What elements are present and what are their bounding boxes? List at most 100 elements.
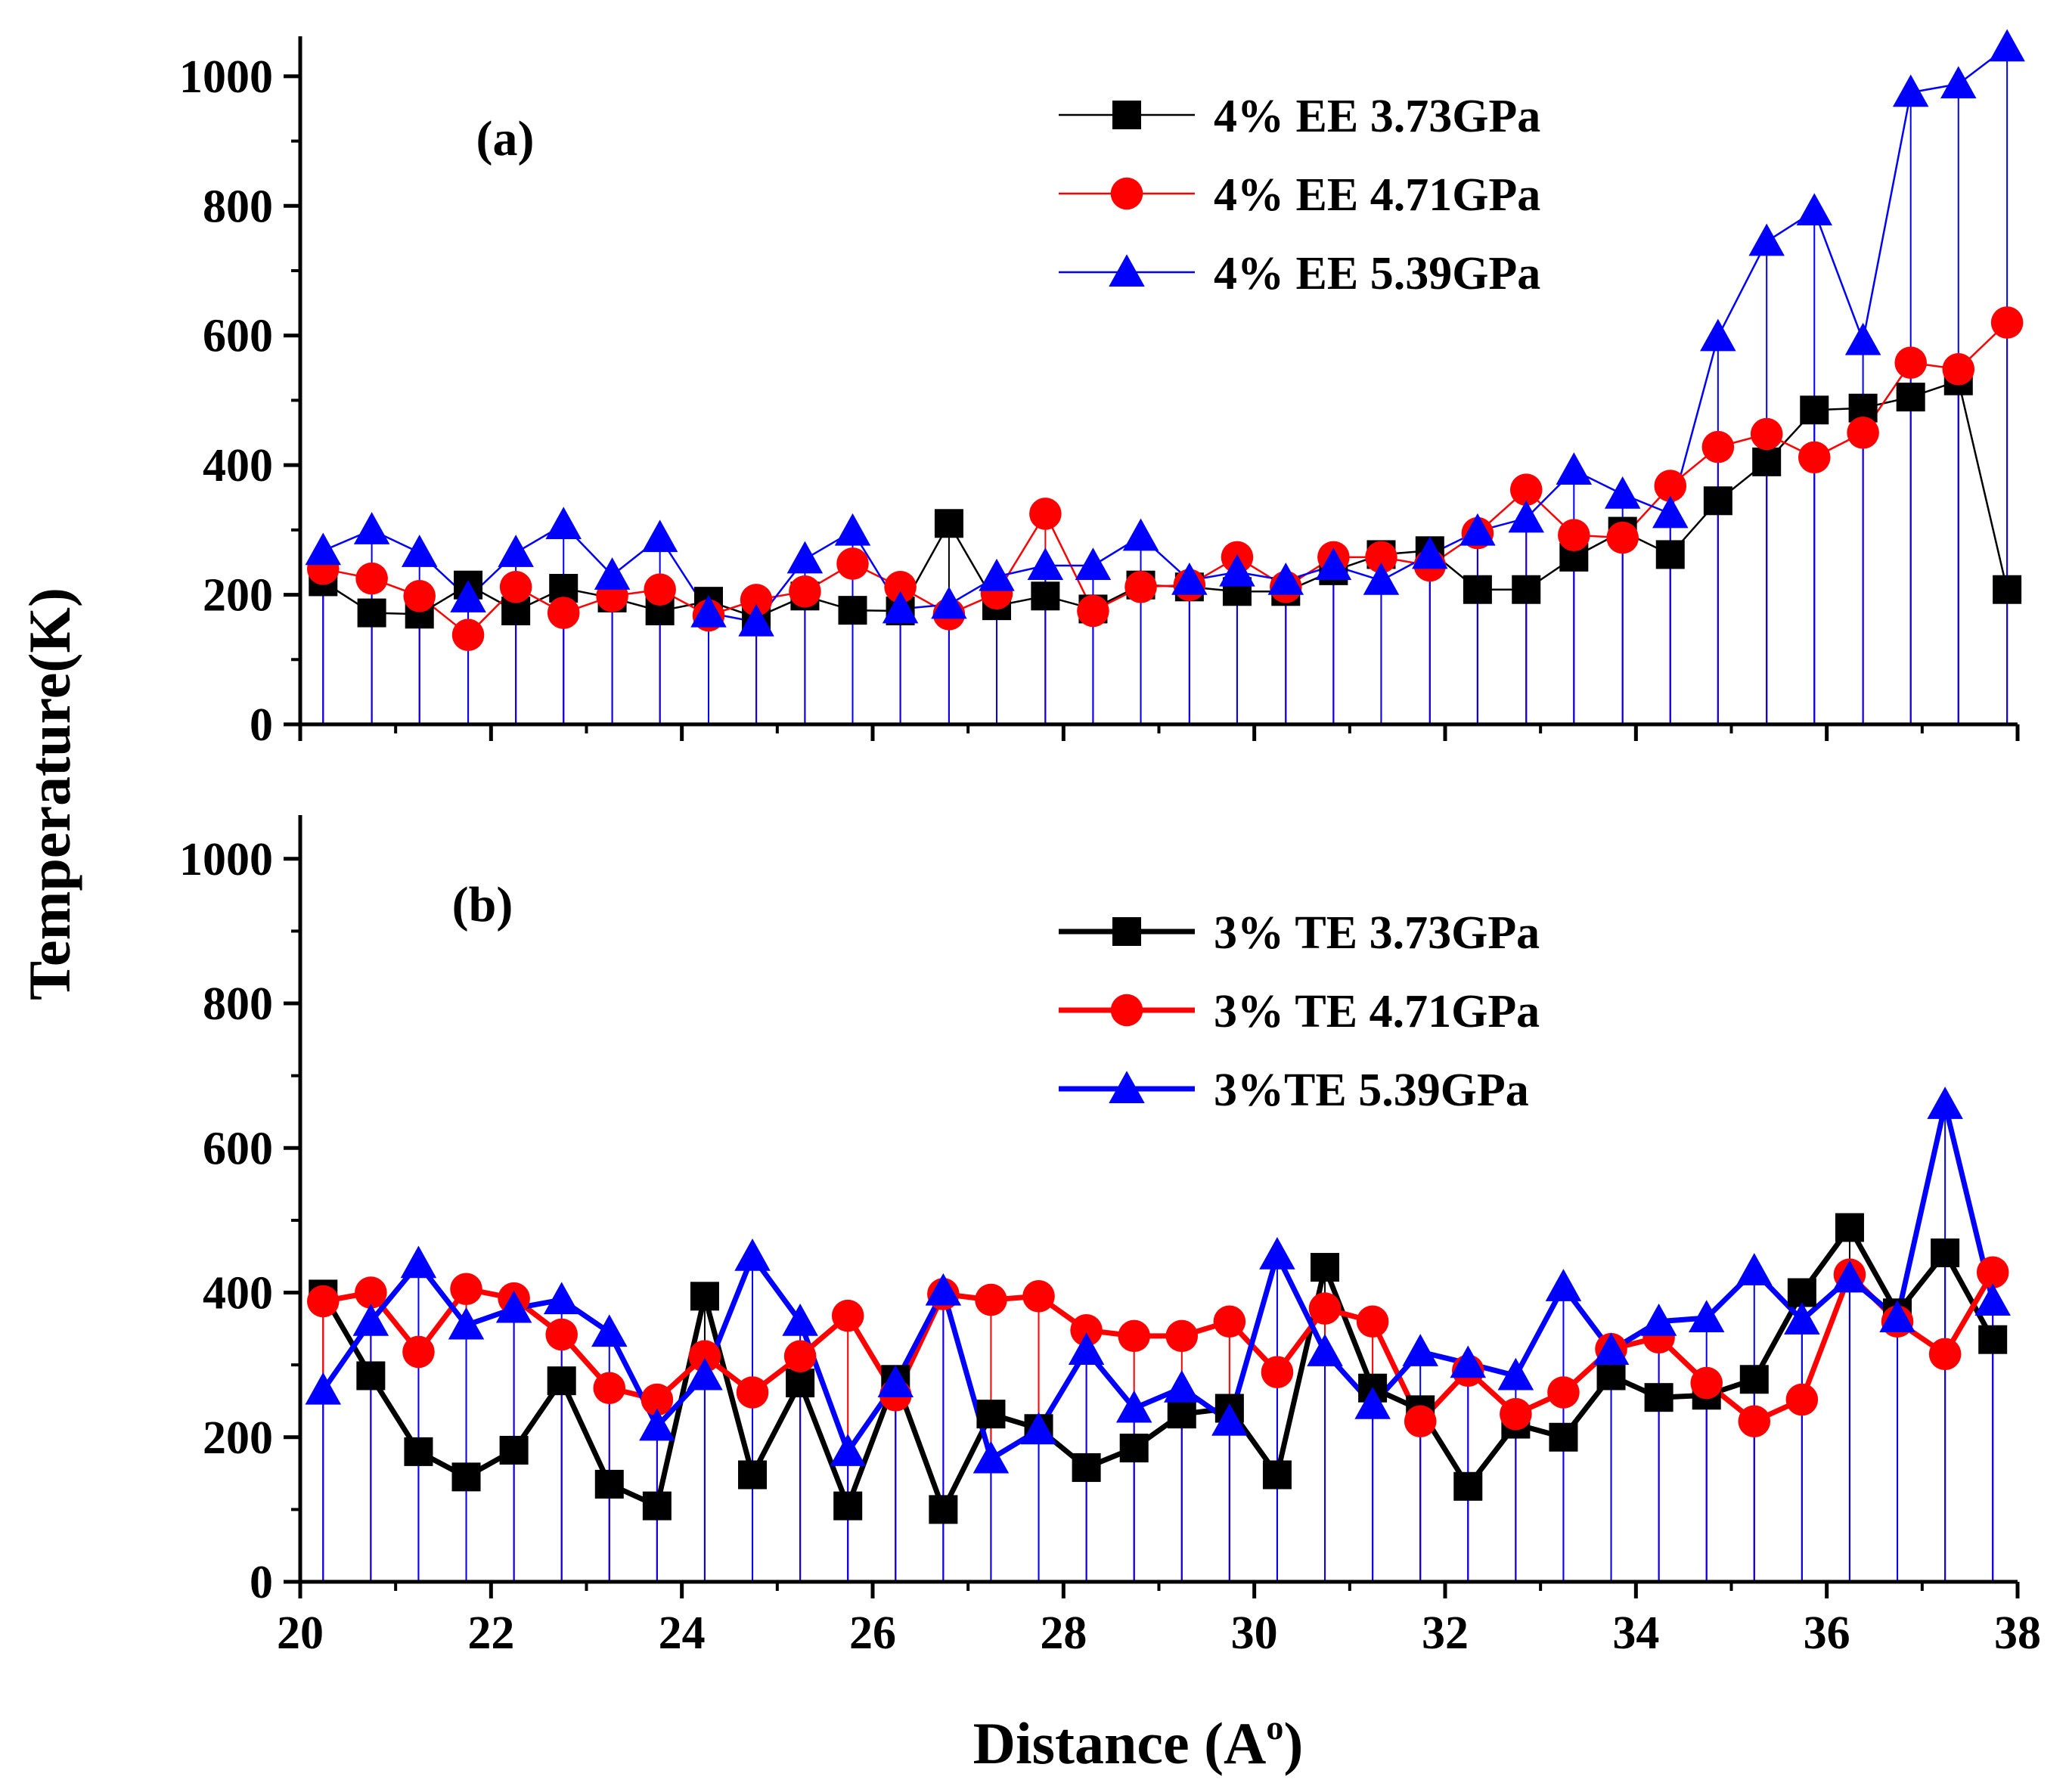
marker-a-s2-29: [1700, 318, 1736, 352]
marker-a-s2-13: [931, 586, 967, 619]
marker-b-s0-10: [786, 1369, 815, 1398]
series-line-b-2: [321, 1102, 1996, 1462]
legend-label-b-1: 3% TE 4.71GPa: [1214, 986, 1540, 1037]
marker-b-s1-30: [1738, 1405, 1771, 1438]
marker-b-s1-22: [1356, 1305, 1389, 1338]
marker-b-s2-13: [925, 1273, 962, 1306]
marker-a-s1-33: [1894, 346, 1927, 379]
marker-b-s2-8: [687, 1357, 723, 1391]
marker-b-s2-22: [1354, 1386, 1391, 1419]
marker-b-s1-10: [783, 1340, 817, 1372]
marker-b-s2-27: [1593, 1332, 1630, 1366]
marker-b-s1-9: [736, 1376, 769, 1409]
marker-b-s2-32: [1832, 1260, 1868, 1293]
marker-a-s2-2: [401, 535, 438, 567]
marker-a-s2-15: [1027, 547, 1064, 580]
marker-a-s0-35: [1993, 575, 2022, 604]
x-tick-label-b-9: 38: [1994, 1608, 2041, 1659]
marker-a-s1-27: [1606, 521, 1639, 554]
marker-b-s2-19: [1211, 1403, 1248, 1436]
marker-b-s1-26: [1547, 1376, 1580, 1409]
marker-a-s2-12: [882, 591, 919, 624]
marker-a-s2-4: [498, 535, 534, 567]
marker-a-s1-5: [547, 597, 580, 629]
plot-area-b: [305, 1087, 2011, 1582]
marker-b-s2-10: [782, 1304, 818, 1336]
x-tick-label-b-7: 34: [1612, 1608, 1659, 1659]
marker-b-s1-16: [1070, 1313, 1103, 1347]
marker-b-s0-5: [547, 1366, 576, 1396]
legend-marker-b-2: [1109, 1071, 1145, 1103]
marker-a-s0-13: [934, 509, 963, 538]
legend-label-a-2: 4% EE 5.39GPa: [1214, 248, 1540, 299]
y-tick-label-a-0: 0: [250, 699, 273, 751]
y-tick-label-a-5: 1000: [179, 51, 273, 103]
marker-a-s2-35: [1989, 29, 2025, 62]
marker-a-s0-31: [1800, 395, 1829, 425]
marker-b-s1-23: [1404, 1405, 1437, 1438]
marker-a-s1-9: [740, 584, 773, 616]
marker-b-s1-19: [1213, 1305, 1246, 1338]
marker-b-s0-35: [1978, 1325, 2008, 1354]
marker-b-s2-35: [1974, 1283, 2011, 1316]
marker-a-s0-25: [1512, 575, 1541, 604]
marker-a-s1-30: [1750, 417, 1783, 451]
marker-b-s1-17: [1118, 1319, 1150, 1353]
x-tick-label-b-1: 22: [467, 1608, 514, 1659]
y-tick-label-a-3: 600: [203, 311, 273, 362]
x-tick-label-b-0: 20: [277, 1608, 324, 1659]
marker-b-s0-4: [499, 1435, 529, 1465]
marker-a-s2-26: [1556, 452, 1593, 485]
marker-a-s2-8: [690, 594, 727, 628]
marker-b-s0-6: [594, 1469, 624, 1499]
marker-b-s2-0: [305, 1372, 342, 1405]
marker-b-s2-11: [830, 1434, 866, 1466]
marker-b-s2-17: [1115, 1390, 1152, 1423]
panel-label-b: (b): [452, 877, 513, 932]
marker-a-s0-30: [1752, 447, 1782, 476]
legend-marker-b-1: [1110, 994, 1143, 1027]
y-tick-label-b-0: 0: [250, 1557, 273, 1608]
marker-a-s1-3: [451, 619, 485, 651]
marker-b-s1-18: [1165, 1319, 1199, 1353]
marker-b-s0-26: [1549, 1422, 1578, 1452]
marker-b-s1-11: [831, 1299, 864, 1332]
marker-a-s2-25: [1508, 500, 1544, 533]
marker-a-s1-26: [1558, 519, 1590, 551]
marker-b-s1-5: [545, 1318, 578, 1351]
marker-b-s0-18: [1167, 1400, 1196, 1429]
marker-a-s1-31: [1798, 441, 1831, 474]
marker-a-s1-2: [403, 580, 436, 612]
marker-a-s2-11: [834, 513, 871, 546]
marker-b-s2-1: [352, 1304, 389, 1336]
marker-b-s1-20: [1261, 1356, 1294, 1388]
marker-b-s2-7: [639, 1408, 675, 1441]
marker-a-s0-33: [1896, 383, 1925, 412]
marker-b-s0-8: [690, 1282, 719, 1311]
marker-b-s0-16: [1072, 1453, 1101, 1482]
marker-a-s2-6: [594, 557, 631, 590]
marker-a-s1-16: [1077, 594, 1109, 628]
marker-b-s2-33: [1879, 1300, 1915, 1332]
marker-a-s2-5: [545, 507, 582, 539]
marker-b-s0-30: [1739, 1365, 1769, 1394]
marker-b-s0-13: [929, 1495, 958, 1524]
marker-b-s2-18: [1164, 1369, 1200, 1403]
marker-a-s1-7: [644, 573, 676, 606]
y-tick-label-b-5: 1000: [179, 834, 273, 885]
marker-b-s0-9: [738, 1460, 768, 1490]
marker-a-s2-24: [1459, 513, 1496, 546]
marker-b-s2-23: [1402, 1334, 1438, 1366]
marker-b-s2-12: [877, 1365, 914, 1398]
marker-a-s1-35: [1990, 306, 2024, 339]
panel-a: 0 200 400 600 800 1000 (a) 4% EE 3.73GPa 4% EE 4…: [179, 29, 2025, 751]
marker-a-s2-30: [1748, 223, 1785, 256]
marker-b-s2-26: [1545, 1269, 1582, 1301]
marker-b-s2-30: [1736, 1253, 1773, 1285]
x-tick-label-b-6: 32: [1422, 1608, 1469, 1659]
marker-b-s2-4: [495, 1290, 532, 1323]
y-tick-label-a-4: 800: [203, 181, 273, 232]
marker-a-s0-1: [357, 598, 386, 628]
marker-a-s2-28: [1652, 495, 1689, 529]
